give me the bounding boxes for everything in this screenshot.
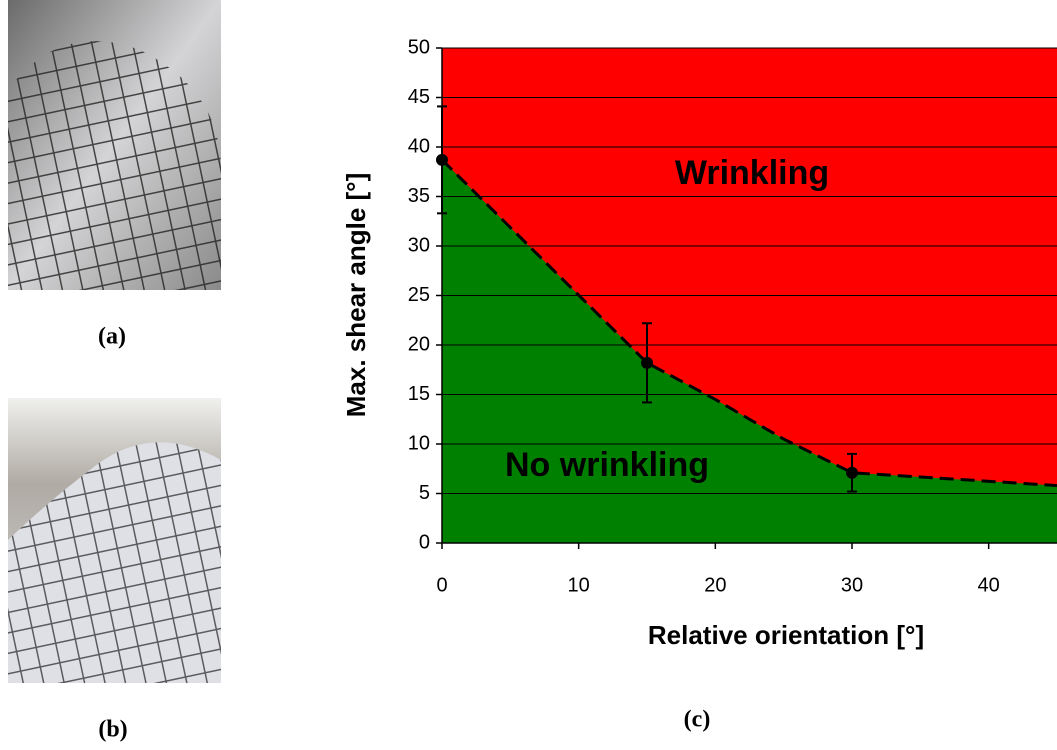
y-tick-label: 50 xyxy=(408,36,430,58)
y-tick-label: 20 xyxy=(408,333,430,355)
y-tick-label: 35 xyxy=(408,185,430,207)
x-tick-label: 20 xyxy=(704,574,726,596)
y-tick-label: 15 xyxy=(408,383,430,405)
y-tick-label: 0 xyxy=(419,531,430,553)
photo-a xyxy=(8,0,221,290)
data-point xyxy=(846,467,858,479)
data-point xyxy=(641,357,653,369)
y-tick-label: 5 xyxy=(419,482,430,504)
y-tick-label: 25 xyxy=(408,284,430,306)
plot: 0 5 10 15 20 25 30 35 40 45 50 0 10 20 30 40 Wrinkling No… xyxy=(408,36,1057,596)
photo-b xyxy=(8,398,221,683)
y-tick-label: 40 xyxy=(408,135,430,157)
region-label: No wrinkling xyxy=(505,446,709,484)
caption: (a) xyxy=(98,324,126,350)
caption: (b) xyxy=(98,717,127,743)
x-tick-label: 30 xyxy=(841,574,863,596)
region-label: Wrinkling xyxy=(675,154,829,192)
x-axis-label: Relative orientation [°] xyxy=(648,620,924,650)
caption: (c) xyxy=(684,707,711,733)
y-tick-label: 10 xyxy=(408,432,430,454)
x-tick-label: 10 xyxy=(568,574,590,596)
x-tick-label: 0 xyxy=(436,574,447,596)
y-axis-label: Max. shear angle [°] xyxy=(341,173,371,417)
y-tick-label: 45 xyxy=(408,86,430,108)
y-tick-label: 30 xyxy=(408,234,430,256)
x-tick-label: 40 xyxy=(978,574,1000,596)
figure: (a) (b) (c) Relative orientation [°] Max… xyxy=(0,0,1057,745)
